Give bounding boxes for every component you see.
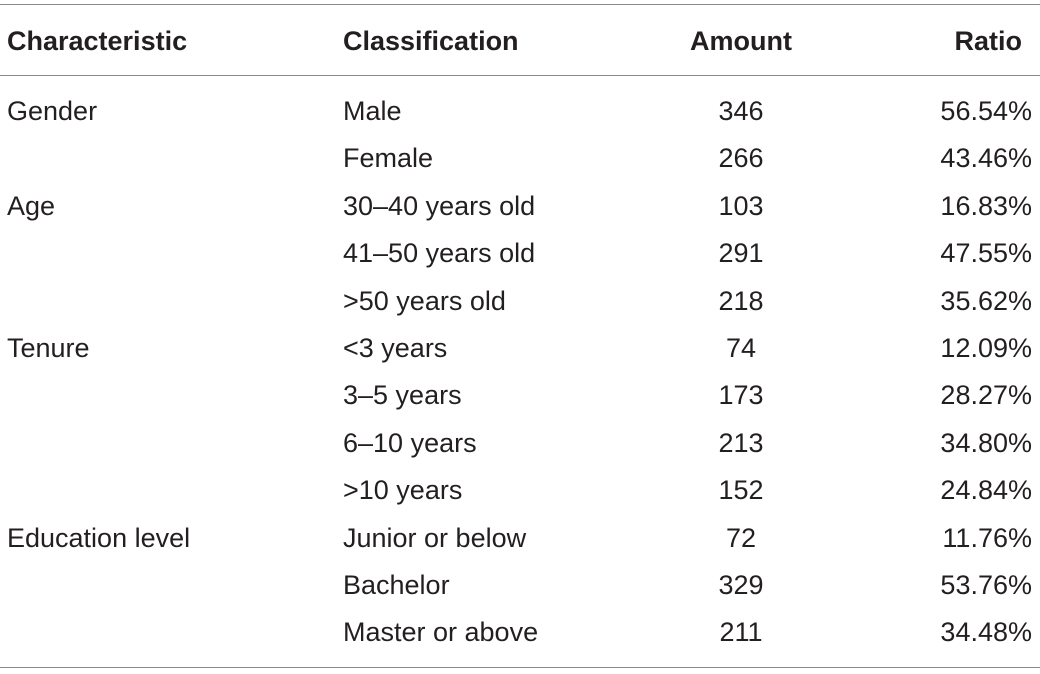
cell-ratio: 24.84% <box>940 475 1032 506</box>
cell-characteristic: Gender <box>7 96 98 126</box>
cell-classification: 30–40 years old <box>343 190 536 221</box>
cell-amount: 74 <box>725 332 757 363</box>
table-row: >10 years 152 24.84% <box>0 468 1040 515</box>
table-top-rule <box>0 4 1040 5</box>
cell-classification: 41–50 years old <box>343 238 536 269</box>
header-ratio: Ratio <box>954 26 1023 56</box>
table-row: Age 30–40 years old 103 16.83% <box>0 184 1040 231</box>
cell-ratio: 16.83% <box>940 190 1032 221</box>
cell-ratio: 47.55% <box>940 238 1032 269</box>
table-row: Gender Male 346 56.54% <box>0 89 1040 136</box>
table-row: Bachelor 329 53.76% <box>0 563 1040 610</box>
cell-classification: Junior or below <box>343 522 527 553</box>
cell-amount: 103 <box>718 190 764 221</box>
table-row: Female 266 43.46% <box>0 136 1040 183</box>
cell-ratio: 34.80% <box>940 427 1032 458</box>
cell-classification: >10 years <box>343 475 463 506</box>
table-row: Tenure <3 years 74 12.09% <box>0 326 1040 373</box>
cell-ratio: 35.62% <box>940 285 1032 316</box>
cell-classification: 3–5 years <box>343 380 462 411</box>
table-row: 3–5 years 173 28.27% <box>0 373 1040 420</box>
cell-characteristic: Education level <box>7 522 191 553</box>
table-body: Gender Male 346 56.54% Female 266 43.46%… <box>0 89 1040 658</box>
table-bottom-rule <box>0 667 1040 668</box>
table-row: 41–50 years old 291 47.55% <box>0 231 1040 278</box>
header-classification: Classification <box>343 26 519 56</box>
table-row: >50 years old 218 35.62% <box>0 279 1040 326</box>
header-amount: Amount <box>690 26 792 56</box>
cell-amount: 329 <box>718 569 764 600</box>
cell-amount: 291 <box>718 238 764 269</box>
cell-classification: Master or above <box>343 617 539 648</box>
cell-ratio: 11.76% <box>942 522 1032 553</box>
table-row: Education level Junior or below 72 11.76… <box>0 516 1040 563</box>
cell-ratio: 43.46% <box>940 143 1032 174</box>
cell-amount: 173 <box>718 380 764 411</box>
cell-amount: 266 <box>718 143 764 174</box>
cell-ratio: 56.54% <box>940 96 1032 126</box>
cell-classification: Male <box>343 96 402 126</box>
table-row: 6–10 years 213 34.80% <box>0 421 1040 468</box>
table-header-row: Characteristic Classification Amount Rat… <box>0 4 1040 75</box>
cell-characteristic: Age <box>7 190 56 221</box>
cell-classification: Female <box>343 143 434 174</box>
cell-ratio: 12.09% <box>940 332 1032 363</box>
cell-classification: Bachelor <box>343 569 450 600</box>
table-row: Master or above 211 34.48% <box>0 610 1040 657</box>
cell-amount: 213 <box>718 427 764 458</box>
cell-amount: 152 <box>718 475 764 506</box>
cell-classification: <3 years <box>343 332 448 363</box>
cell-ratio: 34.48% <box>940 617 1032 648</box>
cell-amount: 218 <box>718 285 764 316</box>
cell-characteristic: Tenure <box>7 332 90 363</box>
table-header-rule <box>0 75 1040 76</box>
cell-amount: 346 <box>718 96 764 126</box>
cell-classification: >50 years old <box>343 285 506 316</box>
cell-classification: 6–10 years <box>343 427 477 458</box>
cell-amount: 211 <box>719 617 763 648</box>
header-characteristic: Characteristic <box>7 26 188 56</box>
cell-ratio: 28.27% <box>940 380 1032 411</box>
cell-ratio: 53.76% <box>940 569 1032 600</box>
cell-amount: 72 <box>725 522 757 553</box>
